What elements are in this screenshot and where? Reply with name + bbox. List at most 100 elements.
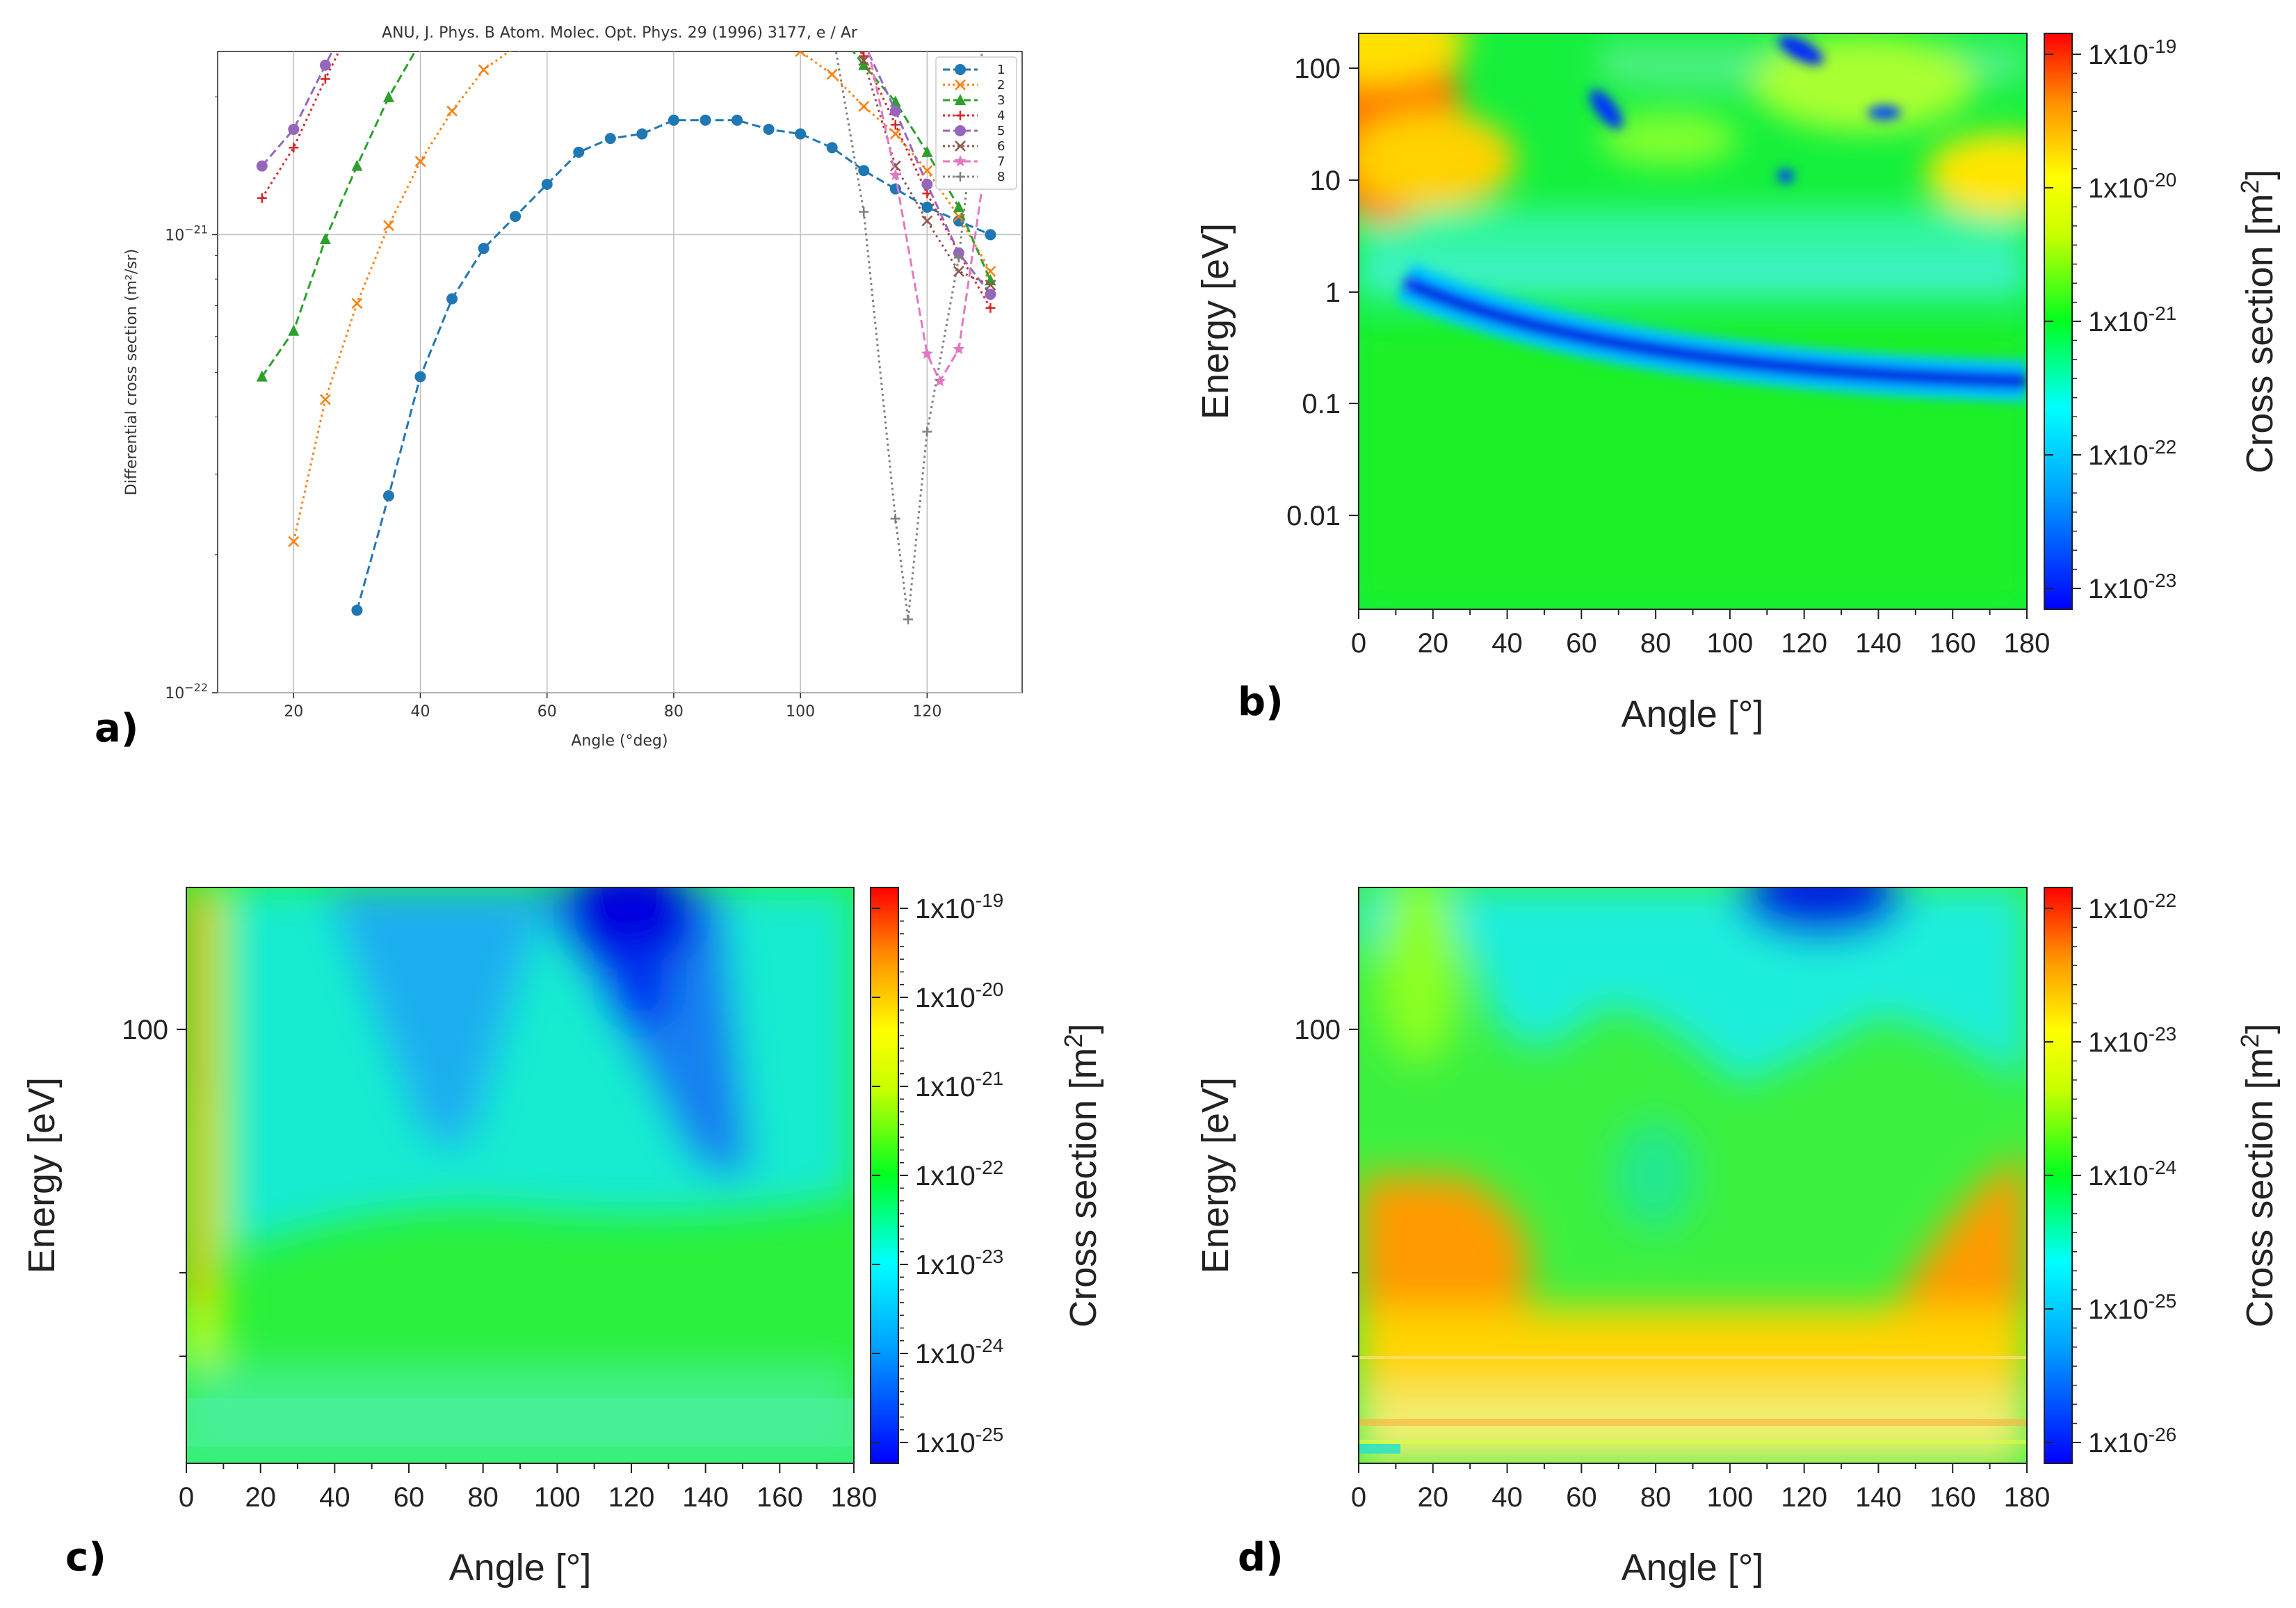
data-point	[954, 155, 967, 167]
data-point	[955, 172, 965, 182]
data-point	[604, 133, 616, 145]
legend-item: 7	[943, 154, 1005, 169]
heatmap-image	[1359, 887, 2027, 1463]
y-tick-label: 0.01	[1286, 501, 1341, 531]
colorbar-tick-label: 1x10-25	[915, 1424, 1003, 1458]
data-point	[985, 279, 996, 291]
data-point	[573, 146, 585, 158]
y-tick-label: 100	[1294, 1015, 1341, 1045]
legend-label: 5	[997, 124, 1005, 138]
data-point	[858, 37, 869, 48]
grid-lines	[218, 51, 1022, 693]
colorbar-tick-label: 1x10-21	[2088, 303, 2176, 337]
panel-label-d: d)	[1238, 1535, 1284, 1580]
data-point	[921, 145, 933, 157]
colorbar-tick-label: 1x10-22	[2088, 436, 2176, 471]
colorbar-tick-label: 1x10-24	[915, 1335, 1003, 1369]
data-point	[574, 15, 583, 24]
panel-label-a: a)	[95, 706, 138, 751]
x-tick-label: 160	[757, 1482, 803, 1513]
data-point	[320, 74, 330, 84]
colorbar-tick-label: 1x10-24	[2088, 1157, 2176, 1191]
data-point	[795, 51, 807, 57]
data-point	[731, 114, 743, 126]
colorbar-tick-label: 1x10-22	[2088, 890, 2176, 924]
colorbar-ticks: 1x10-19 1x10-20 1x10-21 1x10-22 1x10-23 1x10-…	[872, 890, 1003, 1458]
x-tick-label: 0	[1351, 628, 1366, 659]
x-tick-label: 100	[1707, 628, 1754, 659]
x-tick-label: 180	[2004, 1482, 2051, 1513]
data-point	[446, 293, 458, 305]
x-tick-label: 100	[534, 1482, 581, 1513]
legend-item: 8	[943, 170, 1005, 184]
legend-label: 4	[997, 108, 1005, 123]
x-tick-label: 20	[1418, 628, 1449, 659]
x-tick-label: 40	[319, 1482, 350, 1513]
y-tick-label: 10	[1310, 166, 1341, 196]
data-point	[858, 165, 870, 177]
x-tick-label: 120	[1781, 628, 1827, 659]
legend-label: 8	[997, 170, 1005, 184]
y-tick-label: 100	[1294, 54, 1341, 84]
x-axis-ticks: 0 20 40 60 80 100 120 140 160 180	[1351, 1463, 2051, 1513]
data-point	[382, 90, 394, 102]
data-point	[351, 0, 362, 7]
x-tick-label: 40	[411, 703, 430, 721]
legend-label: 2	[997, 78, 1005, 93]
data-point	[953, 200, 964, 212]
y-tick-label: 10−22	[165, 681, 208, 702]
data-point	[478, 243, 490, 255]
data-point	[955, 125, 966, 136]
y-axis-label: Differential cross section (m²/sr)	[123, 249, 140, 496]
data-point	[319, 233, 331, 245]
legend-item: 6	[943, 139, 1005, 154]
legend-label: 7	[997, 154, 1005, 169]
data-point	[985, 303, 996, 313]
legend-item: 5	[943, 124, 1005, 138]
data-point	[319, 59, 331, 71]
heatmap-image	[186, 887, 854, 1463]
data-point	[700, 114, 711, 126]
data-point	[446, 105, 458, 117]
data-point	[859, 207, 869, 217]
x-tick-label: 80	[467, 1482, 499, 1513]
x-tick-label: 100	[786, 703, 815, 721]
colorbar-label: Cross section [m2]	[1059, 1023, 1104, 1327]
x-axis-label: Angle (°deg)	[571, 732, 668, 750]
y-tick-label: 10−21	[165, 223, 208, 244]
data-point	[636, 128, 648, 140]
y-tick-label: 0.1	[1302, 389, 1341, 419]
data-point	[890, 120, 900, 130]
data-point	[934, 375, 946, 387]
x-tick-label: 60	[1566, 1482, 1597, 1513]
x-axis-ticks: 20 40 60 80 100 120	[284, 693, 941, 721]
colorbar-tick-label: 1x10-19	[2088, 35, 2176, 70]
data-point	[889, 128, 901, 140]
series-1	[351, 114, 996, 616]
colorbar-tick-label: 1x10-23	[2088, 1023, 2176, 1058]
x-tick-label: 140	[682, 1482, 729, 1513]
data-point	[446, 0, 458, 10]
data-point	[903, 614, 914, 625]
data-point	[510, 51, 521, 53]
colorbar-tick-label: 1x10-21	[915, 1068, 1003, 1102]
x-axis-label: Angle [°]	[449, 1547, 592, 1589]
x-tick-label: 100	[1707, 1482, 1754, 1513]
y-axis-ticks: 100	[1294, 1015, 1359, 1357]
data-point	[890, 513, 900, 524]
data-point	[921, 165, 933, 177]
x-tick-label: 120	[608, 1482, 655, 1513]
x-tick-label: 180	[831, 1482, 878, 1513]
chart-title: ANU, J. Phys. B Atom. Molec. Opt. Phys. …	[382, 24, 858, 42]
colorbar-label: Cross section [m2]	[2236, 169, 2281, 473]
series-6	[858, 51, 996, 291]
x-tick-label: 60	[1566, 628, 1597, 659]
data-point	[541, 178, 553, 190]
data-point	[858, 55, 870, 67]
colorbar-label: Cross section [m2]	[2236, 1023, 2281, 1327]
data-point	[382, 490, 394, 501]
data-point	[637, 1, 647, 10]
data-point	[352, 10, 362, 19]
x-tick-label: 140	[1855, 628, 1902, 659]
y-tick-label: 1	[1325, 278, 1341, 308]
